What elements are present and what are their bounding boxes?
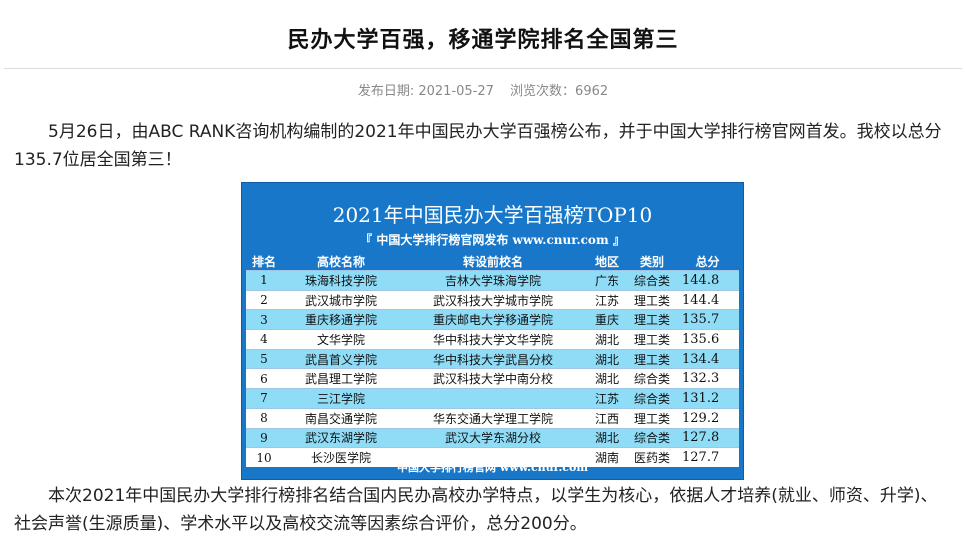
cell-name: 珠海科技学院 xyxy=(282,270,400,291)
cell-name: 南昌交通学院 xyxy=(282,407,400,428)
cell-region: 湖北 xyxy=(586,427,628,448)
table-row: 1 珠海科技学院 吉林大学珠海学院 广东 综合类 144.8 xyxy=(246,270,739,291)
cell-region: 江西 xyxy=(586,407,628,428)
cell-region: 湖北 xyxy=(586,348,628,369)
header-former-name: 转设前校名 xyxy=(400,253,586,271)
cell-score: 134.4 xyxy=(676,348,739,369)
table-header-row: 排名 高校名称 转设前校名 地区 类别 总分 xyxy=(246,253,739,271)
cell-former-name xyxy=(400,388,586,409)
cell-score: 144.4 xyxy=(676,289,739,310)
cell-type: 综合类 xyxy=(628,270,676,291)
cell-rank: 2 xyxy=(246,289,282,310)
cell-name: 武汉东湖学院 xyxy=(282,427,400,448)
paragraph-method: 本次2021年中国民办大学排行榜排名结合国内民办高校办学特点，以学生为核心，依据… xyxy=(14,486,938,534)
cell-name: 武昌理工学院 xyxy=(282,368,400,389)
table-row: 9 武汉东湖学院 武汉大学东湖分校 湖北 综合类 127.8 xyxy=(246,427,739,448)
cell-rank: 9 xyxy=(246,427,282,448)
cell-score: 135.6 xyxy=(676,329,739,350)
header-type: 类别 xyxy=(628,253,676,271)
table-row: 10 长沙医学院 湖南 医药类 127.7 xyxy=(246,447,739,467)
cell-type: 综合类 xyxy=(628,368,676,389)
cell-rank: 6 xyxy=(246,368,282,389)
cell-name: 武汉城市学院 xyxy=(282,289,400,310)
cell-former-name: 华东交通大学理工学院 xyxy=(400,407,586,428)
cell-score: 135.7 xyxy=(676,309,739,330)
table-row: 4 文华学院 华中科技大学文华学院 湖北 理工类 135.6 xyxy=(246,329,739,350)
cell-former-name: 武汉科技大学中南分校 xyxy=(400,368,586,389)
title-divider xyxy=(4,68,962,69)
figure-subtitle: 『 中国大学排行榜官网发布 www.cnur.com 』 xyxy=(360,233,625,247)
cell-type: 医药类 xyxy=(628,447,676,467)
publish-date: 发布日期: 2021-05-27 xyxy=(357,84,494,99)
cell-score: 131.2 xyxy=(676,388,739,409)
ranking-table: 排名 高校名称 转设前校名 地区 类别 总分 1 珠海科技学院 吉林大学珠海学院… xyxy=(246,253,739,467)
cell-name: 重庆移通学院 xyxy=(282,309,400,330)
article-title: 民办大学百强，移通学院排名全国第三 xyxy=(287,28,679,53)
table-row: 3 重庆移通学院 重庆邮电大学移通学院 重庆 理工类 135.7 xyxy=(246,309,739,330)
cell-former-name: 华中科技大学文华学院 xyxy=(400,329,586,350)
header-rank: 排名 xyxy=(246,253,282,271)
cell-former-name: 重庆邮电大学移通学院 xyxy=(400,309,586,330)
cell-name: 武昌首义学院 xyxy=(282,348,400,369)
cell-region: 江苏 xyxy=(586,289,628,310)
header-region: 地区 xyxy=(586,253,628,271)
paragraph-intro: 5月26日，由ABC RANK咨询机构编制的2021年中国民办大学百强榜公布，并… xyxy=(14,122,942,170)
header-score: 总分 xyxy=(676,253,739,271)
cell-type: 理工类 xyxy=(628,289,676,310)
cell-former-name: 华中科技大学武昌分校 xyxy=(400,348,586,369)
figure-footer: 中国大学排行榜官网 www.cnur.com xyxy=(397,461,588,474)
cell-score: 129.2 xyxy=(676,407,739,428)
cell-name: 长沙医学院 xyxy=(282,447,400,467)
table-row: 8 南昌交通学院 华东交通大学理工学院 江西 理工类 129.2 xyxy=(246,407,739,428)
cell-former-name: 吉林大学珠海学院 xyxy=(400,270,586,291)
cell-rank: 3 xyxy=(246,309,282,330)
cell-region: 湖南 xyxy=(586,447,628,467)
cell-score: 127.8 xyxy=(676,427,739,448)
table-row: 7 三江学院 江苏 综合类 131.2 xyxy=(246,388,739,409)
cell-rank: 10 xyxy=(246,447,282,467)
cell-type: 理工类 xyxy=(628,309,676,330)
cell-rank: 4 xyxy=(246,329,282,350)
view-count: 浏览次数：6962 xyxy=(510,84,609,99)
table-row: 2 武汉城市学院 武汉科技大学城市学院 江苏 理工类 144.4 xyxy=(246,289,739,310)
cell-former-name xyxy=(400,447,586,467)
cell-type: 综合类 xyxy=(628,388,676,409)
cell-rank: 1 xyxy=(246,270,282,291)
cell-former-name: 武汉大学东湖分校 xyxy=(400,427,586,448)
cell-region: 广东 xyxy=(586,270,628,291)
table-row: 5 武昌首义学院 华中科技大学武昌分校 湖北 理工类 134.4 xyxy=(246,348,739,369)
cell-type: 理工类 xyxy=(628,348,676,369)
cell-rank: 8 xyxy=(246,407,282,428)
cell-name: 三江学院 xyxy=(282,388,400,409)
cell-name: 文华学院 xyxy=(282,329,400,350)
cell-former-name: 武汉科技大学城市学院 xyxy=(400,289,586,310)
cell-region: 湖北 xyxy=(586,329,628,350)
cell-region: 重庆 xyxy=(586,309,628,330)
cell-type: 理工类 xyxy=(628,329,676,350)
cell-rank: 5 xyxy=(246,348,282,369)
ranking-figure: 2021年中国民办大学百强榜TOP10 『 中国大学排行榜官网发布 www.cn… xyxy=(241,182,744,480)
cell-type: 综合类 xyxy=(628,427,676,448)
cell-type: 理工类 xyxy=(628,407,676,428)
cell-score: 144.8 xyxy=(676,270,739,291)
cell-score: 132.3 xyxy=(676,368,739,389)
article-meta: 发布日期: 2021-05-27 浏览次数：6962 xyxy=(0,80,966,99)
table-body: 1 珠海科技学院 吉林大学珠海学院 广东 综合类 144.8 2 武汉城市学院 … xyxy=(246,270,739,467)
cell-region: 江苏 xyxy=(586,388,628,409)
figure-title: 2021年中国民办大学百强榜TOP10 xyxy=(332,203,653,227)
cell-rank: 7 xyxy=(246,388,282,409)
cell-region: 湖北 xyxy=(586,368,628,389)
cell-score: 127.7 xyxy=(676,447,739,467)
table-row: 6 武昌理工学院 武汉科技大学中南分校 湖北 综合类 132.3 xyxy=(246,368,739,389)
header-name: 高校名称 xyxy=(282,253,400,271)
